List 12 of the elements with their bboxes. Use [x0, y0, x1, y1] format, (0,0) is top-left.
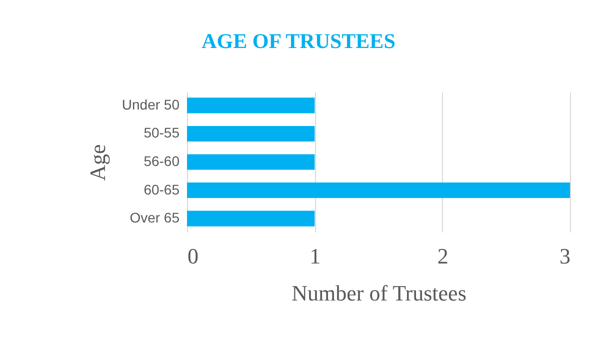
y-tick-label: 60-65 [144, 181, 180, 198]
y-tick-label: Under 50 [122, 96, 180, 112]
x-tick-label: 2 [437, 244, 448, 268]
y-tick-label: 50-55 [144, 124, 180, 141]
chart-title: AGE OF TRUSTEES [202, 29, 396, 53]
x-tick-label: 1 [310, 244, 321, 268]
y-tick-label: 56-60 [144, 153, 180, 169]
x-tick-label: 0 [188, 244, 198, 268]
x-tick-label: 3 [560, 244, 570, 268]
y-tick-label: Over 65 [130, 210, 180, 226]
y-axis-title: Age [84, 144, 110, 181]
x-axis-title: Number of Trustees [292, 280, 466, 306]
